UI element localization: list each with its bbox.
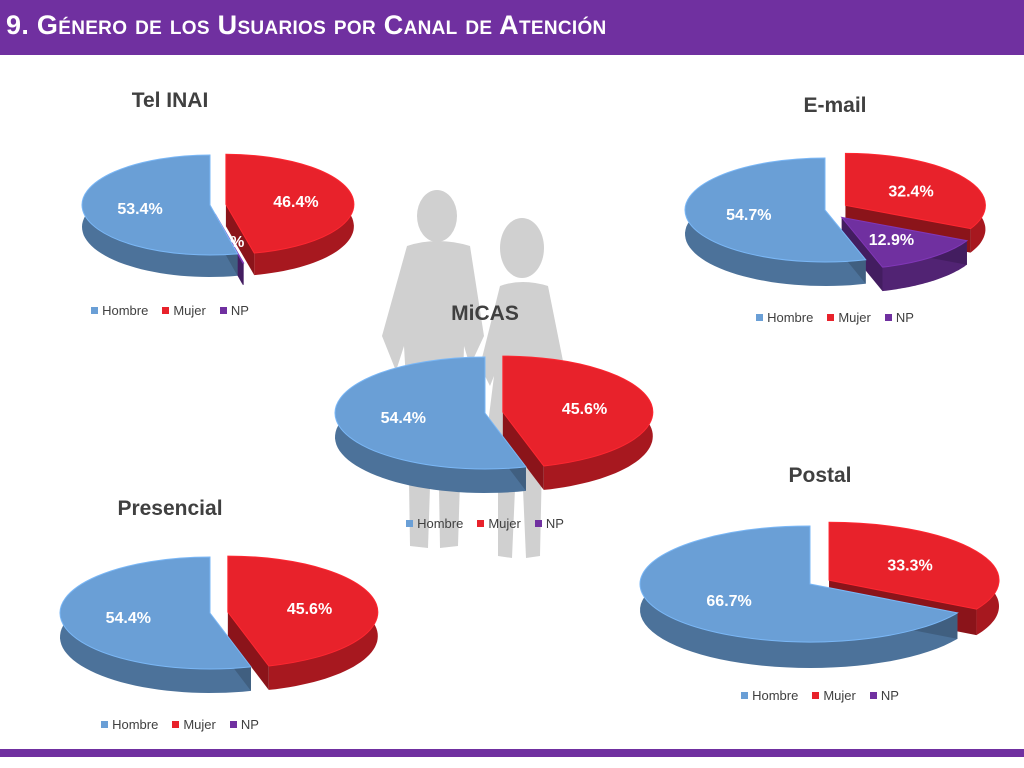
legend-item-np: NP [869, 688, 899, 703]
legend-item-np: NP [534, 516, 564, 531]
legend-item-mujer: Mujer [812, 688, 856, 703]
pie-slice-mujer [227, 555, 379, 667]
legend-label: Mujer [838, 310, 871, 325]
legend-item-hombre: Hombre [101, 717, 158, 732]
pie-group: 45.6% 54.4% [59, 555, 379, 693]
pie-face [502, 412, 544, 490]
pie-face [841, 217, 883, 292]
legend-item-hombre: Hombre [406, 516, 463, 531]
chart-title: MiCAS [451, 302, 519, 325]
pie-slice-mujer [844, 152, 986, 230]
pie-slice-hombre [81, 154, 239, 256]
pie-slice-hombre [639, 525, 959, 643]
legend-swatch-hombre [741, 692, 749, 699]
legend-swatch-np [869, 692, 877, 699]
pie-slice-mujer [502, 355, 654, 467]
legend-label: Hombre [767, 310, 814, 325]
pie-slice-hombre [684, 157, 867, 263]
legend-swatch-hombre [406, 520, 414, 527]
pie-group: 45.6% 54.4% [334, 355, 654, 493]
pie-svg: 45.6% 54.4% [334, 355, 654, 493]
pie-svg: 45.6% 54.4% [59, 555, 379, 693]
pie-face [227, 612, 269, 690]
chart-postal: Postal 33.3% 66.7% Hombre Mujer NP [630, 462, 1010, 712]
pie-data-label: 12.9% [869, 232, 914, 249]
pie-data-label: 54.4% [381, 410, 426, 427]
legend-swatch-hombre [756, 314, 764, 321]
pie-data-label: 66.7% [706, 593, 751, 610]
page-title: 9. Género de los Usuarios por Canal de A… [6, 10, 607, 40]
chart-micas: MiCAS 45.6% 54.4% Hombre Mujer NP [310, 298, 660, 538]
legend-label: Mujer [488, 516, 521, 531]
legend-label: Hombre [417, 516, 464, 531]
legend-item-np: NP [229, 717, 259, 732]
pie-data-label: 33.3% [887, 557, 932, 574]
pie-data-label: 53.4% [117, 201, 162, 218]
chart-legend: Hombre Mujer NP [655, 310, 1015, 325]
legend-swatch-np [884, 314, 892, 321]
legend-swatch-np [219, 307, 227, 314]
chart-presencial: Presencial 45.6% 54.4% Hombre Mujer NP [30, 495, 390, 740]
header-bar: 9. Género de los Usuarios por Canal de A… [0, 0, 1024, 55]
legend-label: NP [895, 310, 914, 325]
pie-group: 46.4%.1%53.4% [81, 153, 355, 285]
pie-svg: 32.4% 12.9% 54.7% [684, 152, 986, 292]
chart-legend: Hombre Mujer NP [0, 303, 350, 318]
legend-item-mujer: Mujer [172, 717, 216, 732]
pie-slice-mujer [225, 153, 355, 254]
pie-slice-hombre [59, 556, 252, 670]
legend-swatch-mujer [477, 520, 485, 527]
pie-data-label: 54.7% [726, 207, 771, 224]
chart-legend: Hombre Mujer NP [10, 717, 350, 732]
chart-title: Postal [788, 464, 852, 487]
legend-swatch-hombre [91, 307, 99, 314]
chart-legend: Hombre Mujer NP [310, 516, 660, 531]
pie-data-label: 45.6% [562, 401, 607, 418]
pie-data-label: 32.4% [888, 183, 933, 200]
pie-slice-hombre [334, 356, 527, 470]
legend-label: Mujer [183, 717, 216, 732]
legend-label: Hombre [102, 303, 149, 318]
pie-group: 33.3% 66.7% [639, 521, 1000, 668]
legend-swatch-hombre [101, 721, 109, 728]
legend-label: NP [545, 516, 564, 531]
pie-slice-mujer [828, 521, 1000, 610]
legend-item-np: NP [884, 310, 914, 325]
pie-slice-np [840, 216, 969, 268]
legend-swatch-mujer [827, 314, 835, 321]
chart-title: Tel INAI [131, 89, 209, 112]
pie-group: 32.4% 12.9% 54.7% [684, 152, 986, 292]
legend-swatch-np [534, 520, 542, 527]
pie-svg: 33.3% 66.7% [639, 521, 1000, 668]
legend-item-hombre: Hombre [741, 688, 798, 703]
pie-svg: 46.4%.1%53.4% [81, 153, 355, 285]
chart-email: E-mail 32.4% 12.9% 54.7% Hombre Mujer NP [655, 90, 1015, 335]
pie-data-label: 54.4% [106, 610, 151, 627]
legend-label: NP [230, 303, 249, 318]
legend-item-mujer: Mujer [162, 303, 206, 318]
legend-label: Mujer [173, 303, 206, 318]
legend-label: Hombre [112, 717, 159, 732]
chart-title: E-mail [803, 94, 867, 117]
legend-swatch-mujer [162, 307, 170, 314]
pie-data-label: 46.4% [273, 194, 318, 211]
legend-item-mujer: Mujer [827, 310, 871, 325]
footer-bar [0, 749, 1024, 757]
legend-swatch-mujer [172, 721, 180, 728]
chart-tel-inai: Tel INAI 46.4%.1%53.4% Hombre Mujer NP [30, 85, 390, 325]
pie-data-label: 45.6% [287, 601, 332, 618]
legend-item-hombre: Hombre [756, 310, 813, 325]
legend-item-hombre: Hombre [91, 303, 148, 318]
legend-item-mujer: Mujer [477, 516, 521, 531]
legend-swatch-np [229, 721, 237, 728]
legend-label: Hombre [752, 688, 799, 703]
chart-legend: Hombre Mujer NP [630, 688, 1010, 703]
legend-label: NP [880, 688, 899, 703]
pie-face [225, 204, 255, 276]
legend-item-np: NP [219, 303, 249, 318]
chart-title: Presencial [117, 497, 223, 520]
legend-label: Mujer [823, 688, 856, 703]
legend-swatch-mujer [812, 692, 820, 699]
legend-label: NP [240, 717, 259, 732]
